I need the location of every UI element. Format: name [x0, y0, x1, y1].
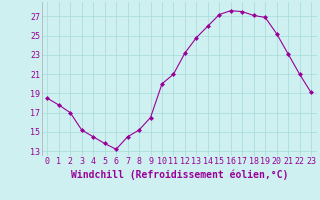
X-axis label: Windchill (Refroidissement éolien,°C): Windchill (Refroidissement éolien,°C) — [70, 169, 288, 180]
